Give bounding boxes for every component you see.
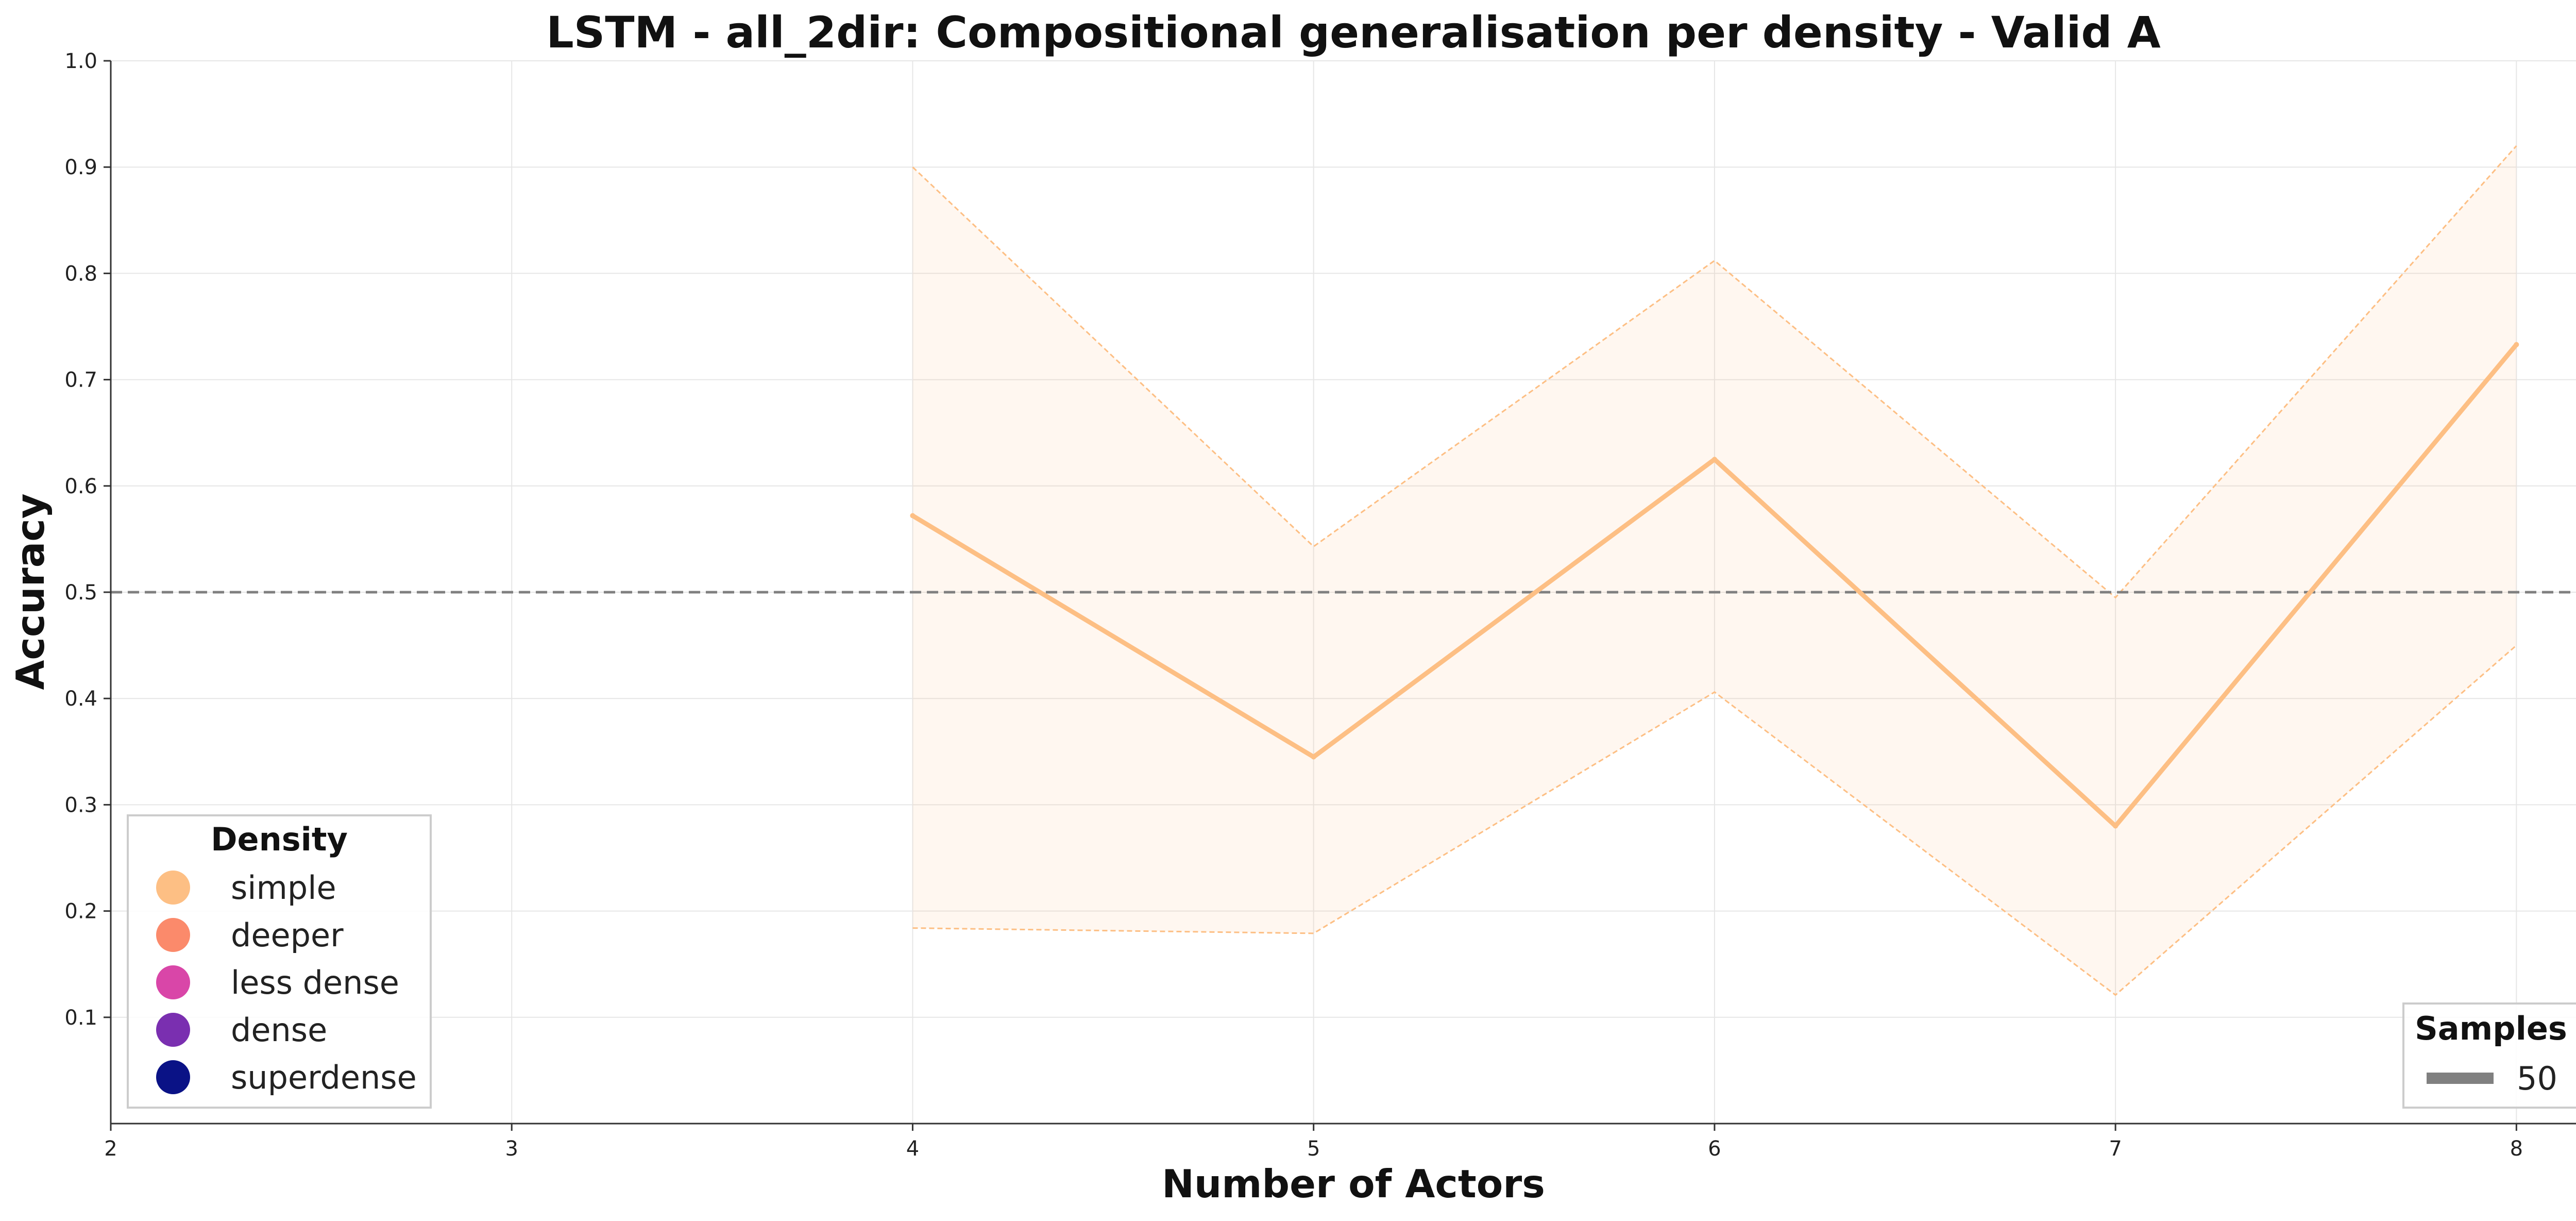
density-legend-label-2: less dense bbox=[231, 964, 399, 1001]
confidence-band bbox=[912, 145, 2517, 995]
y-tick-label: 0.5 bbox=[64, 581, 97, 605]
y-tick-label: 0.6 bbox=[64, 475, 97, 498]
density-legend-marker-0 bbox=[156, 871, 190, 905]
density-legend-marker-4 bbox=[156, 1060, 190, 1094]
samples-legend-box bbox=[2402, 1002, 2576, 1109]
data-point bbox=[910, 513, 916, 518]
data-point bbox=[1311, 754, 1316, 760]
x-axis-label: Number of Actors bbox=[1162, 1161, 1545, 1207]
axes bbox=[104, 60, 2576, 1131]
x-tick-label: 2 bbox=[104, 1137, 117, 1161]
density-legend-box bbox=[127, 814, 432, 1109]
chart-title: LSTM - all_2dir: Compositional generalis… bbox=[546, 7, 2161, 58]
data-point bbox=[1711, 457, 1717, 462]
density-legend-label-0: simple bbox=[231, 869, 336, 907]
x-tick-labels: 2 3 4 5 6 7 8 bbox=[104, 1137, 2523, 1161]
density-legend: Density simple deeper less dense dense superd… bbox=[127, 814, 432, 1109]
x-tick-label: 6 bbox=[1708, 1137, 1721, 1161]
density-legend-marker-2 bbox=[156, 965, 190, 999]
samples-legend-label-0: 50 bbox=[2517, 1060, 2557, 1097]
x-tick-label: 5 bbox=[1307, 1137, 1320, 1161]
samples-legend-title: Samples bbox=[2415, 1010, 2567, 1047]
confidence-bands bbox=[912, 145, 2517, 996]
lower-bound-line bbox=[912, 644, 2517, 996]
density-legend-marker-1 bbox=[156, 918, 190, 952]
x-tick-label: 4 bbox=[906, 1137, 919, 1161]
x-tick-label: 7 bbox=[2109, 1137, 2122, 1161]
density-legend-marker-3 bbox=[156, 1013, 190, 1047]
upper-bound-line bbox=[912, 145, 2517, 599]
density-legend-label-1: deeper bbox=[231, 916, 344, 954]
y-tick-label: 0.8 bbox=[64, 262, 97, 286]
data-point bbox=[2113, 823, 2119, 829]
density-legend-title: Density bbox=[211, 821, 348, 858]
y-tick-labels: 0.1 0.2 0.3 0.4 0.5 0.6 0.7 0.8 0.9 1.0 bbox=[64, 49, 97, 1030]
data-point bbox=[2514, 342, 2519, 347]
y-tick-label: 0.3 bbox=[64, 793, 97, 817]
samples-legend: Samples 50 bbox=[2402, 1002, 2576, 1109]
y-tick-label: 0.1 bbox=[64, 1006, 97, 1030]
y-tick-label: 0.9 bbox=[64, 156, 97, 179]
y-tick-label: 0.7 bbox=[64, 369, 97, 392]
y-axis-label: Accuracy bbox=[8, 493, 53, 690]
y-tick-label: 1.0 bbox=[64, 49, 97, 73]
density-legend-label-3: dense bbox=[231, 1011, 327, 1049]
y-tick-label: 0.4 bbox=[64, 687, 97, 711]
density-legend-label-4: superdense bbox=[231, 1059, 417, 1096]
x-tick-label: 3 bbox=[505, 1137, 518, 1161]
x-tick-label: 8 bbox=[2510, 1137, 2523, 1161]
series-lines bbox=[910, 342, 2519, 829]
y-tick-label: 0.2 bbox=[64, 900, 97, 924]
